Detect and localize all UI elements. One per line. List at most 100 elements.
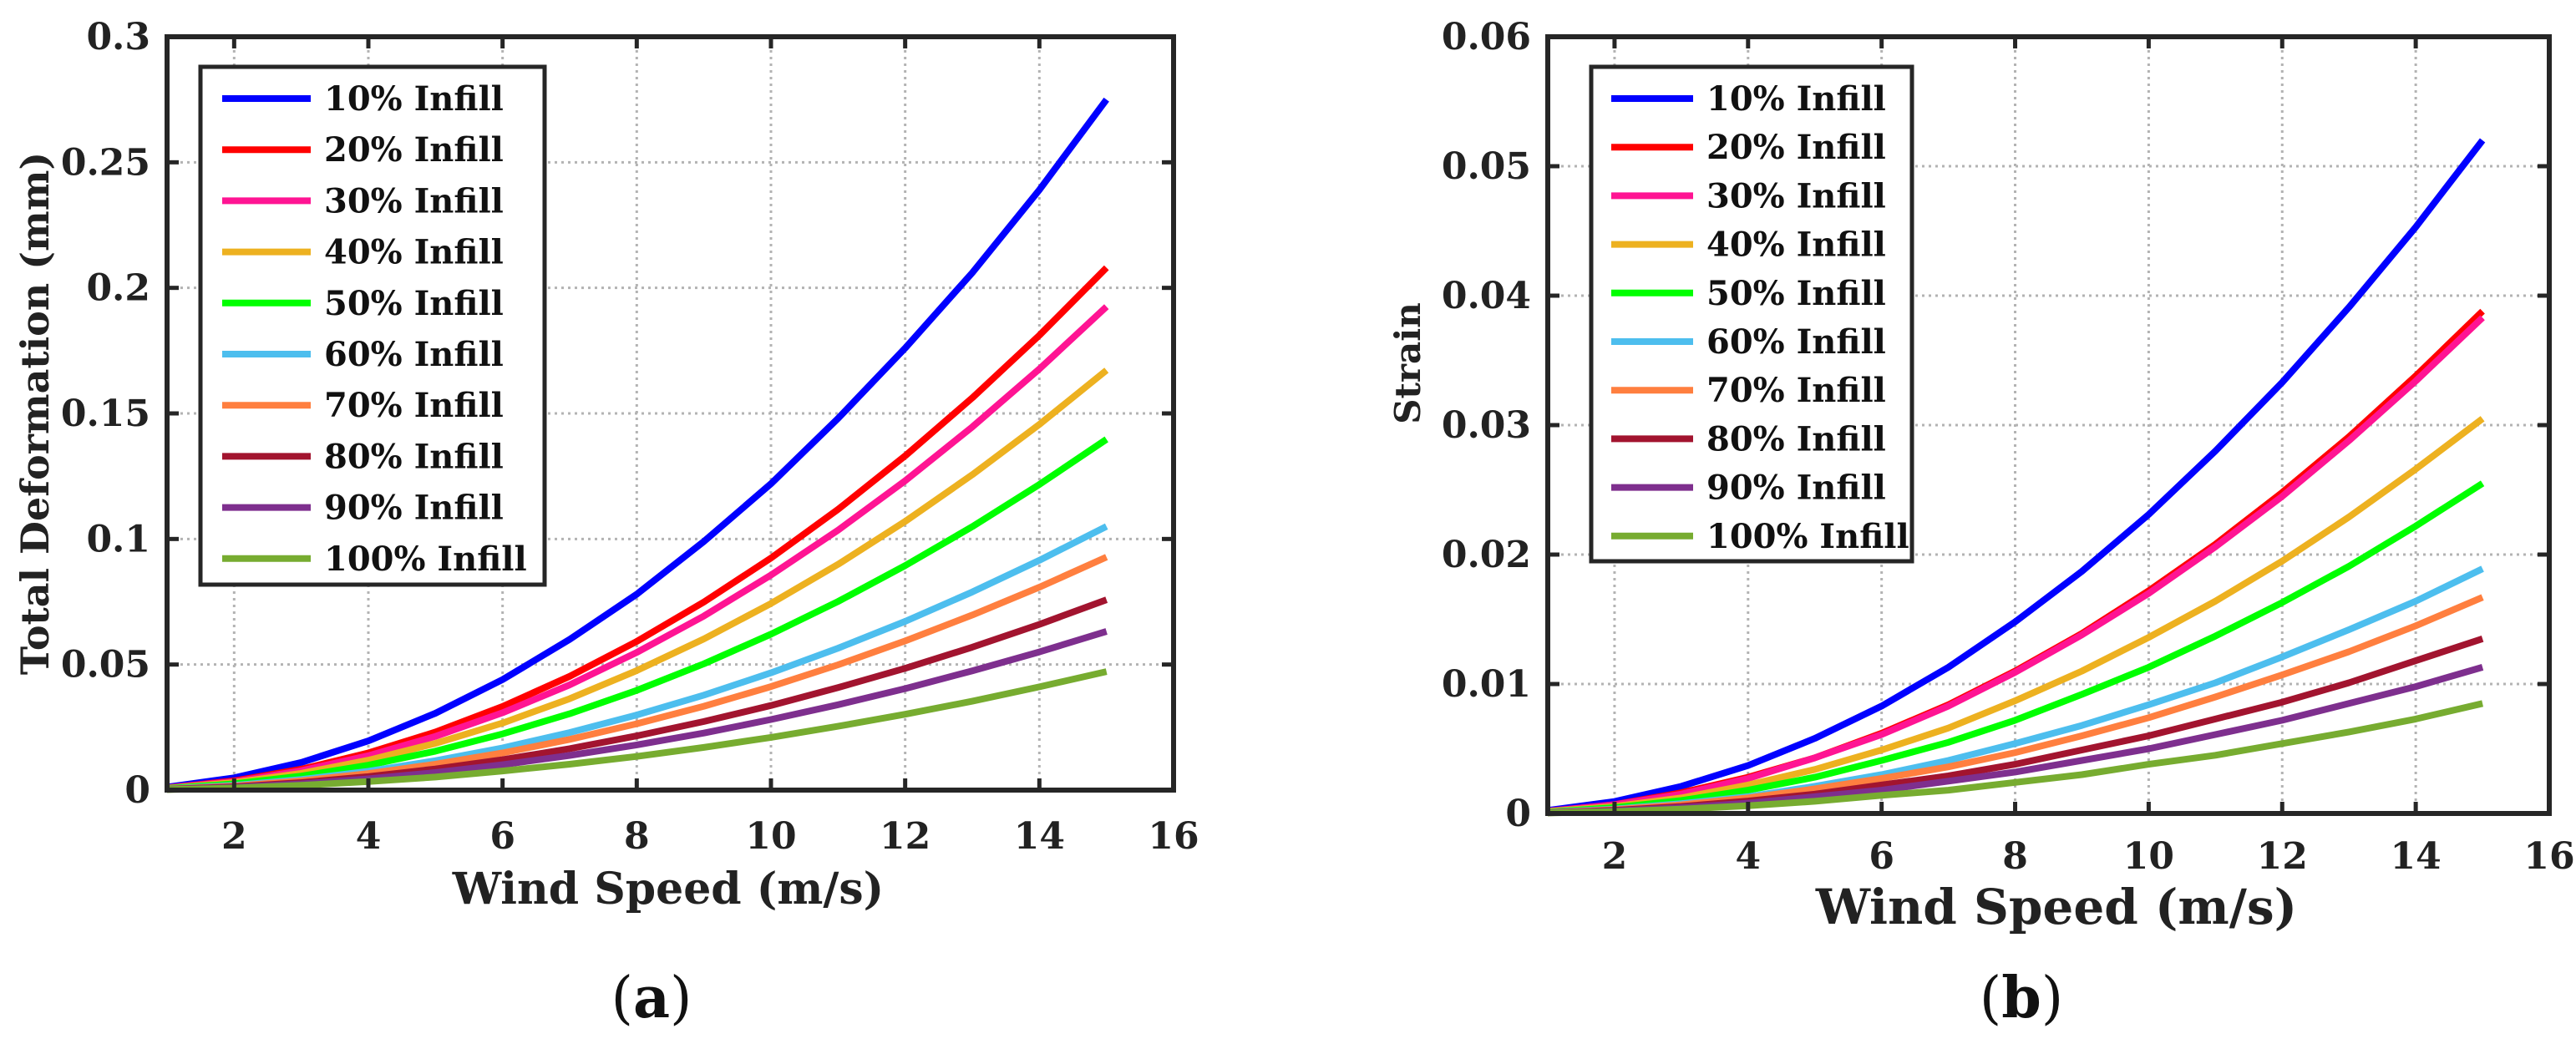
legend-item: 20% Infill xyxy=(1611,128,1886,167)
legend-label: 30% Infill xyxy=(1706,176,1886,215)
x-axis-label: Wind Speed (m/s) xyxy=(452,864,885,915)
panel-label: (b) xyxy=(1980,965,2064,1031)
legend-item: 20% Infill xyxy=(222,130,504,170)
series-line-10-infill xyxy=(166,97,1109,791)
legend-label: 10% Infill xyxy=(324,79,504,119)
panel-label-close: ) xyxy=(670,965,692,1031)
legend-item: 100% Infill xyxy=(1611,517,1909,556)
x-tick-label: 8 xyxy=(2002,835,2028,878)
legend-label: 50% Infill xyxy=(1706,274,1886,313)
legend-label: 100% Infill xyxy=(324,540,527,579)
legend-item: 60% Infill xyxy=(222,335,504,374)
series-line-40-infill xyxy=(166,367,1109,792)
legend-item: 10% Infill xyxy=(222,79,504,119)
y-tick-label: 0.3 xyxy=(86,16,150,58)
series-line-10-infill xyxy=(1547,138,2486,814)
series-group xyxy=(1547,138,2486,817)
legend-label: 30% Infill xyxy=(324,181,504,220)
legend: 10% Infill 20% Infill 30% Infill 40% Infill… xyxy=(198,64,547,587)
legend-item: 80% Infill xyxy=(222,437,504,476)
y-axis-label: Total Deformation (mm) xyxy=(13,152,58,675)
legend-item: 30% Infill xyxy=(1611,176,1886,215)
legend-label: 80% Infill xyxy=(1706,419,1886,459)
legend-label: 90% Infill xyxy=(1706,469,1886,508)
x-tick-label: 16 xyxy=(2523,835,2574,878)
legend-label: 90% Infill xyxy=(324,489,504,528)
y-tick-label: 0.03 xyxy=(1442,404,1531,447)
panel-label-open: ( xyxy=(1980,965,2002,1031)
series-line-100-infill xyxy=(1547,700,2484,817)
x-tick-label: 2 xyxy=(221,815,247,858)
legend-item: 40% Infill xyxy=(1611,226,1886,265)
legend-item: 10% Infill xyxy=(1611,79,1886,119)
y-axis-label: Strain xyxy=(1387,302,1428,424)
series-group xyxy=(166,97,1109,793)
y-tick-label: 0.25 xyxy=(61,141,150,184)
legend-label: 60% Infill xyxy=(324,335,504,374)
x-tick-label: 12 xyxy=(2257,835,2308,878)
y-tick-label: 0.01 xyxy=(1442,663,1531,706)
legend-item: 70% Infill xyxy=(1611,371,1886,410)
legend-item: 90% Infill xyxy=(1611,469,1886,508)
legend-item: 40% Infill xyxy=(222,233,504,272)
legend-label: 40% Infill xyxy=(324,233,504,272)
legend-item: 80% Infill xyxy=(1611,419,1886,459)
legend-label: 20% Infill xyxy=(324,130,504,170)
series-line-40-infill xyxy=(1547,416,2485,815)
legend-item: 50% Infill xyxy=(1611,274,1886,313)
legend-label: 40% Infill xyxy=(1706,226,1886,265)
x-tick-label: 16 xyxy=(1148,815,1199,858)
legend-label: 10% Infill xyxy=(1706,79,1886,119)
series-line-30-infill xyxy=(1547,315,2485,815)
y-tick-label: 0.2 xyxy=(86,267,150,310)
x-tick-label: 10 xyxy=(2123,835,2174,878)
legend-item: 50% Infill xyxy=(222,284,504,323)
panel-label-open: ( xyxy=(611,965,633,1031)
x-tick-label: 4 xyxy=(1735,835,1761,878)
y-tick-label: 0.1 xyxy=(86,518,150,560)
legend-item: 100% Infill xyxy=(222,540,527,579)
series-line-50-infill xyxy=(1547,480,2485,816)
x-tick-label: 14 xyxy=(2391,835,2442,878)
series-line-50-infill xyxy=(166,436,1108,793)
legend-item: 30% Infill xyxy=(222,181,504,220)
series-line-100-infill xyxy=(166,668,1108,793)
x-tick-label: 4 xyxy=(356,815,382,858)
chart-panel-b: 2 4 6 8 10 12 14 16 0 0.01 0.02 0.03 0.04 0.05 0.06 Win… xyxy=(1387,16,2575,1031)
x-tick-label: 2 xyxy=(1602,835,1628,878)
chart-panel-a: 2 4 6 8 10 12 14 16 0 0.05 0.1 0.15 0.2 0.25 0.3 Wind S… xyxy=(13,16,1199,1031)
y-tick-label: 0.04 xyxy=(1442,275,1531,317)
legend: 10% Infill 20% Infill 30% Infill 40% Infill… xyxy=(1589,64,1914,564)
legend-label: 60% Infill xyxy=(1706,322,1886,362)
x-tick-label: 6 xyxy=(1869,835,1894,878)
x-tick-label: 10 xyxy=(745,815,796,858)
legend-label: 100% Infill xyxy=(1706,517,1909,556)
panel-label-close: ) xyxy=(2041,965,2064,1031)
y-tick-label: 0.15 xyxy=(61,393,150,435)
legend-label: 50% Infill xyxy=(324,284,504,323)
legend-label: 20% Infill xyxy=(1706,128,1886,167)
y-tick-label: 0.05 xyxy=(61,644,150,687)
legend-item: 70% Infill xyxy=(222,386,504,425)
legend-box xyxy=(198,64,547,587)
panel-label-letter: a xyxy=(633,965,670,1031)
y-tick-label: 0 xyxy=(1505,793,1531,835)
x-tick-label: 8 xyxy=(624,815,650,858)
panel-label: (a) xyxy=(611,965,692,1031)
legend-item: 60% Infill xyxy=(1611,322,1886,362)
legend-label: 80% Infill xyxy=(324,437,504,476)
y-tick-label: 0.06 xyxy=(1442,16,1531,58)
x-tick-label: 14 xyxy=(1014,815,1065,858)
y-tick-label: 0 xyxy=(124,769,150,812)
panel-label-letter: b xyxy=(2001,965,2041,1031)
x-tick-label: 6 xyxy=(489,815,515,858)
x-axis-label: Wind Speed (m/s) xyxy=(1815,879,2297,935)
legend-item: 90% Infill xyxy=(222,489,504,528)
y-tick-label: 0.05 xyxy=(1442,145,1531,188)
legend-label: 70% Infill xyxy=(324,386,504,425)
y-tick-label: 0.02 xyxy=(1442,534,1531,576)
legend-label: 70% Infill xyxy=(1706,371,1886,410)
x-tick-label: 12 xyxy=(880,815,931,858)
